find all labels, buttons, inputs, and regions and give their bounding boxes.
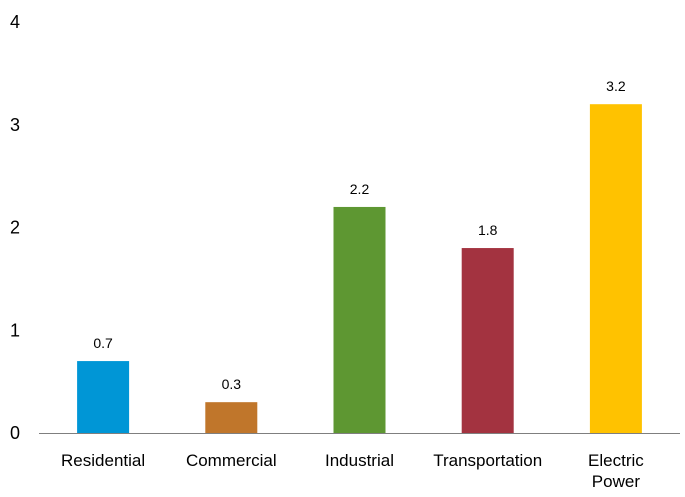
category-label: Industrial (325, 451, 394, 470)
category-label: Electric (588, 451, 644, 470)
y-tick-label: 4 (10, 12, 20, 32)
y-tick-label: 3 (10, 115, 20, 135)
category-label: Transportation (433, 451, 542, 470)
data-label: 0.3 (222, 376, 242, 392)
category-label: Power (592, 472, 641, 491)
y-tick-label: 1 (10, 320, 20, 340)
data-label: 1.8 (478, 222, 498, 238)
category-labels: Residential Commercial Industrial Transport… (61, 451, 644, 491)
bar (461, 248, 514, 433)
bar (205, 402, 258, 433)
bar (333, 206, 386, 433)
category-label: Residential (61, 451, 145, 470)
y-tick-label: 0 (10, 423, 20, 443)
y-axis-ticks: 0 1 2 3 4 (10, 12, 20, 443)
data-label: 2.2 (350, 181, 370, 197)
bars (77, 104, 642, 433)
data-label: 0.7 (93, 335, 113, 351)
bar (77, 361, 130, 433)
data-label: 3.2 (606, 78, 626, 94)
bar (589, 104, 642, 433)
data-labels: 0.7 0.3 2.2 1.8 3.2 (93, 78, 625, 392)
y-tick-label: 2 (10, 218, 20, 238)
category-label: Commercial (186, 451, 277, 470)
